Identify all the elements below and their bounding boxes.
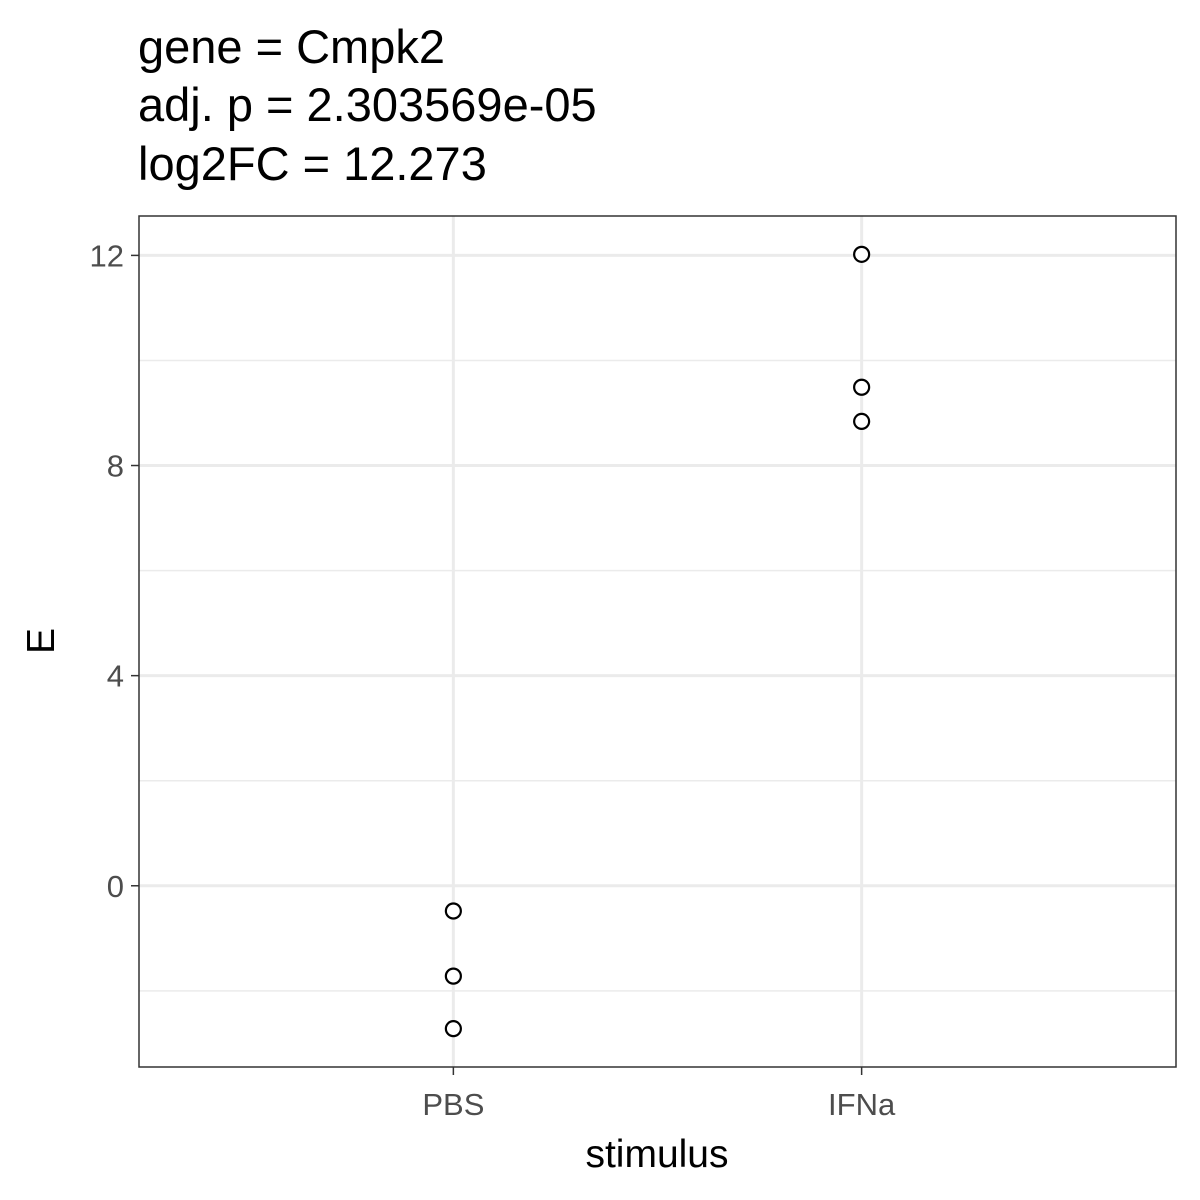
y-tick-label: 12	[90, 238, 124, 273]
data-point	[444, 967, 462, 985]
panel-border	[138, 215, 1177, 1068]
x-tick-label: PBS	[422, 1087, 484, 1122]
data-point	[853, 245, 871, 263]
data-point	[853, 378, 871, 396]
y-tick-label: 0	[107, 869, 124, 904]
data-point	[444, 1020, 462, 1038]
y-tick-label: 4	[107, 659, 124, 694]
title-line-adj-p: adj. p = 2.303569e-05	[138, 78, 597, 131]
plot-panel	[139, 216, 1176, 1067]
x-tick-label: IFNa	[828, 1087, 896, 1122]
major-gridlines	[139, 216, 1176, 1067]
y-tick-label: 8	[107, 449, 124, 484]
x-axis-ticks: PBS IFNa	[422, 1067, 896, 1122]
title-line-log2fc: log2FC = 12.273	[138, 137, 487, 190]
chart-title: gene = Cmpk2 adj. p = 2.303569e-05 log2F…	[138, 20, 597, 190]
data-point	[853, 412, 871, 430]
data-point	[444, 902, 462, 920]
y-axis-title: E	[20, 628, 63, 654]
minor-gridlines	[139, 359, 1176, 992]
x-axis-title: stimulus	[585, 1133, 728, 1176]
y-axis-ticks: 0 4 8 12	[90, 238, 139, 904]
data-points	[444, 245, 871, 1038]
title-line-gene: gene = Cmpk2	[138, 20, 445, 73]
